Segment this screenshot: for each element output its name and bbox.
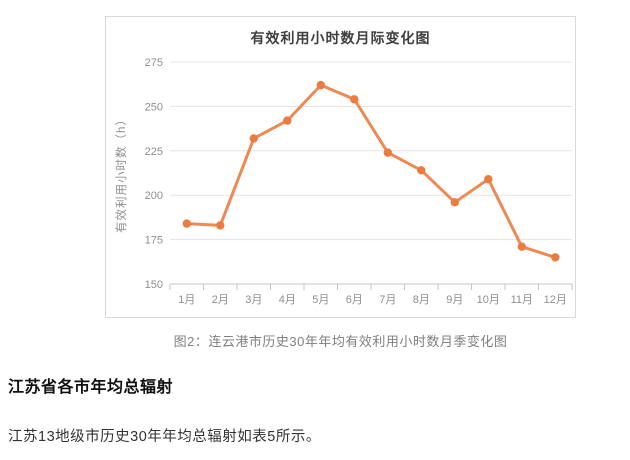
- data-point: [182, 219, 191, 228]
- data-point: [517, 242, 526, 251]
- y-tick-label: 250: [145, 101, 163, 113]
- data-point: [450, 198, 459, 207]
- data-point: [249, 134, 258, 143]
- series-line: [185, 83, 557, 259]
- x-tick-label: 4月: [279, 294, 296, 306]
- data-point: [484, 175, 493, 184]
- data-point: [551, 253, 560, 262]
- y-axis-title: 有效利用小时数（h）: [114, 113, 128, 233]
- y-tick-label: 275: [145, 57, 163, 69]
- y-tick-label: 175: [145, 235, 163, 247]
- section-heading: 江苏省各市年均总辐射: [8, 379, 174, 396]
- data-point: [283, 116, 292, 125]
- data-point: [350, 95, 359, 104]
- x-tick-label: 9月: [446, 294, 463, 306]
- data-point: [417, 166, 426, 175]
- chart-title: 有效利用小时数月际变化图: [250, 30, 431, 46]
- data-point: [383, 148, 392, 157]
- line-chart: 150 175 200 225 250 275 1月 2月 3月 4月 5月 6月 7月 8月 9月 10月 1…: [114, 57, 573, 306]
- y-tick-label: 150: [145, 279, 163, 291]
- data-point: [316, 80, 325, 90]
- y-tick-label: 200: [145, 190, 163, 202]
- figure-caption: 图2：连云港市历史30年年均有效利用小时数月季变化图: [173, 334, 508, 349]
- x-tick-label: 10月: [477, 294, 500, 306]
- x-tick-label: 5月: [312, 294, 329, 306]
- x-tick-label: 11月: [511, 294, 533, 306]
- x-tick-label: 12月: [544, 294, 567, 306]
- data-point: [216, 221, 225, 230]
- x-tick-label: 1月: [178, 294, 195, 306]
- y-tick-label: 225: [145, 146, 163, 158]
- x-tick-label: 3月: [245, 294, 262, 306]
- x-tick-label: 7月: [379, 294, 396, 306]
- chart-figure: 150 175 200 225 250 275 1月 2月 3月 4月 5月 6月 7月 8月 9月 10月 1…: [105, 16, 576, 318]
- body-paragraph: 江苏13地级市历史30年年均总辐射如表5所示。: [8, 429, 321, 445]
- x-tick-label: 6月: [346, 294, 363, 306]
- x-tick-label: 8月: [413, 294, 430, 306]
- x-tick-label: 2月: [212, 294, 229, 306]
